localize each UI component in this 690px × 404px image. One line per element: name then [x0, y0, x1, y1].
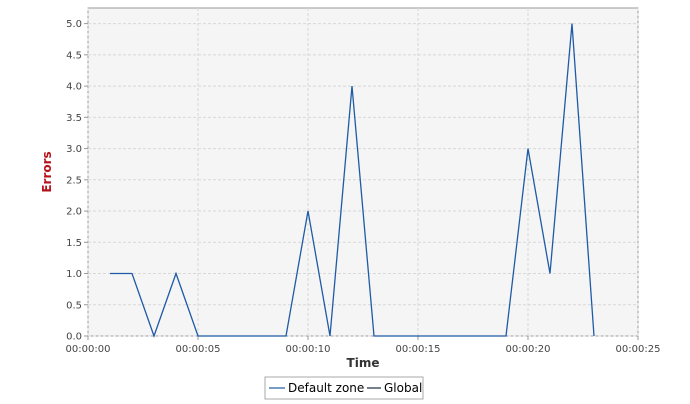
x-tick-label: 00:00:15 — [396, 344, 441, 355]
x-tick-label: 00:00:25 — [616, 344, 661, 355]
y-tick-label: 2.5 — [66, 175, 82, 186]
y-axis-title: Errors — [40, 151, 54, 192]
x-tick-label: 00:00:20 — [506, 344, 551, 355]
y-tick-label: 0.0 — [66, 332, 82, 343]
legend-label-default-zone: Default zone — [288, 381, 364, 395]
y-tick-label: 4.5 — [66, 50, 82, 61]
y-tick-label: 5.0 — [66, 19, 82, 30]
x-tick-label: 00:00:10 — [286, 344, 331, 355]
y-tick-label: 3.5 — [66, 113, 82, 124]
x-tick-label: 00:00:05 — [176, 344, 221, 355]
legend: Default zone Global — [265, 377, 423, 399]
y-tick-label: 1.5 — [66, 238, 82, 249]
x-axis-title: Time — [347, 356, 380, 370]
y-tick-label: 2.0 — [66, 207, 82, 218]
y-tick-label: 4.0 — [66, 82, 82, 93]
y-tick-label: 0.5 — [66, 300, 82, 311]
legend-label-global: Global — [384, 381, 422, 395]
y-tick-label: 3.0 — [66, 144, 82, 155]
x-tick-label: 00:00:00 — [66, 344, 111, 355]
y-tick-label: 1.0 — [66, 269, 82, 280]
plot-area — [88, 8, 638, 336]
